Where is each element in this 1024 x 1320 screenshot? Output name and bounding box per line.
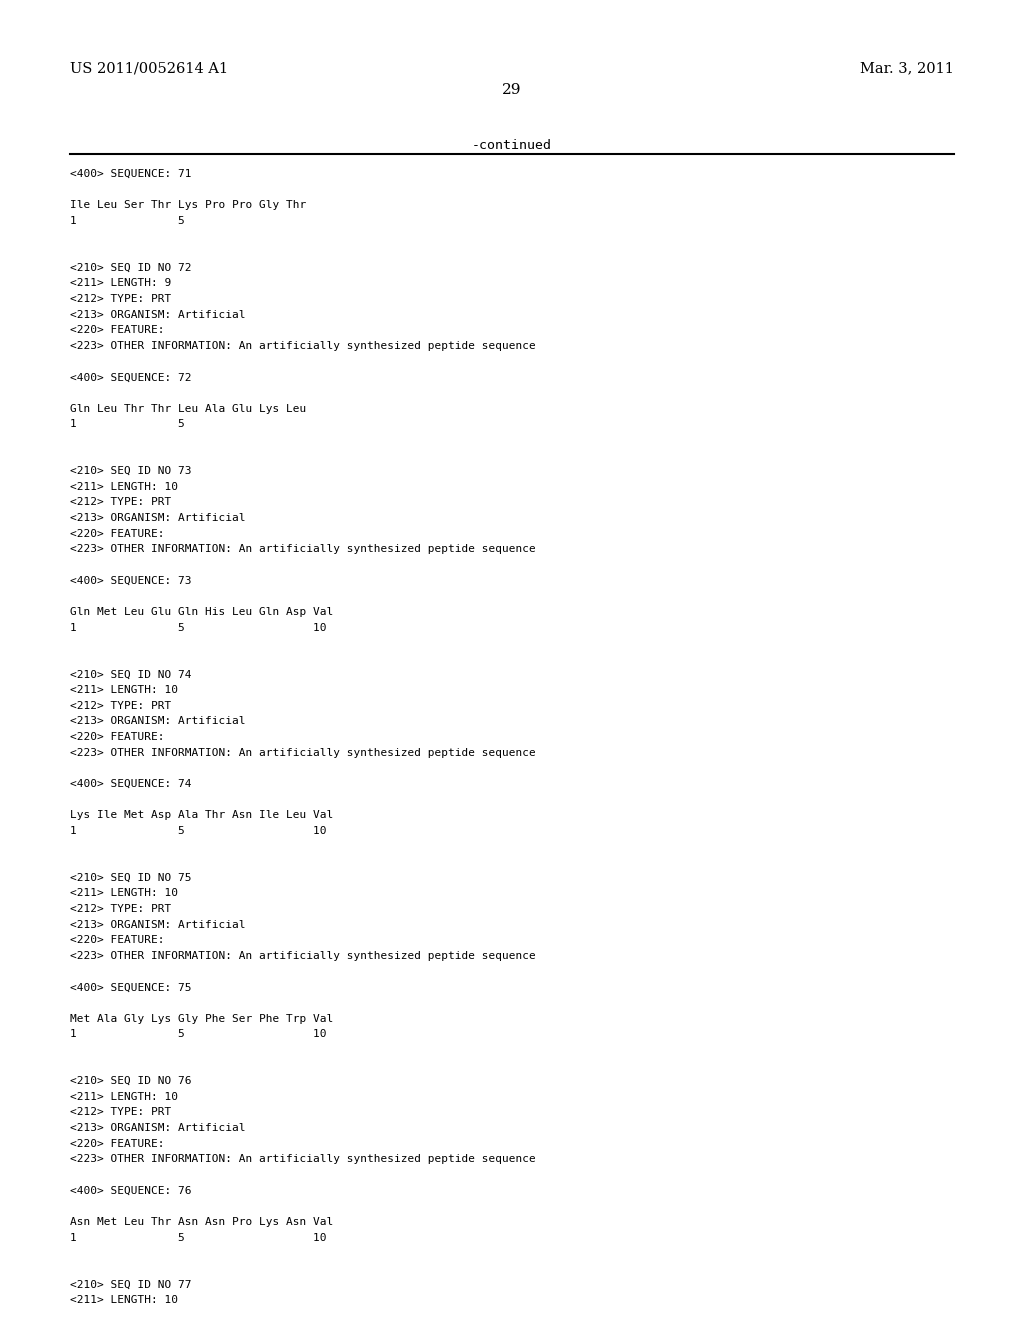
Text: <210> SEQ ID NO 73: <210> SEQ ID NO 73 (70, 466, 191, 477)
Text: <223> OTHER INFORMATION: An artificially synthesized peptide sequence: <223> OTHER INFORMATION: An artificially… (70, 1155, 536, 1164)
Text: <211> LENGTH: 10: <211> LENGTH: 10 (70, 888, 177, 899)
Text: <213> ORGANISM: Artificial: <213> ORGANISM: Artificial (70, 717, 245, 726)
Text: 1               5                   10: 1 5 10 (70, 826, 326, 836)
Text: <211> LENGTH: 10: <211> LENGTH: 10 (70, 482, 177, 492)
Text: <210> SEQ ID NO 76: <210> SEQ ID NO 76 (70, 1076, 191, 1086)
Text: Ile Leu Ser Thr Lys Pro Pro Gly Thr: Ile Leu Ser Thr Lys Pro Pro Gly Thr (70, 201, 306, 210)
Text: <400> SEQUENCE: 72: <400> SEQUENCE: 72 (70, 372, 191, 383)
Text: 29: 29 (502, 82, 522, 96)
Text: <220> FEATURE:: <220> FEATURE: (70, 936, 164, 945)
Text: <223> OTHER INFORMATION: An artificially synthesized peptide sequence: <223> OTHER INFORMATION: An artificially… (70, 747, 536, 758)
Text: <211> LENGTH: 10: <211> LENGTH: 10 (70, 1295, 177, 1305)
Text: <220> FEATURE:: <220> FEATURE: (70, 529, 164, 539)
Text: 1               5                   10: 1 5 10 (70, 623, 326, 632)
Text: <211> LENGTH: 9: <211> LENGTH: 9 (70, 279, 171, 289)
Text: 1               5: 1 5 (70, 216, 184, 226)
Text: -continued: -continued (472, 140, 552, 152)
Text: <212> TYPE: PRT: <212> TYPE: PRT (70, 294, 171, 304)
Text: <223> OTHER INFORMATION: An artificially synthesized peptide sequence: <223> OTHER INFORMATION: An artificially… (70, 950, 536, 961)
Text: <210> SEQ ID NO 75: <210> SEQ ID NO 75 (70, 873, 191, 883)
Text: Asn Met Leu Thr Asn Asn Pro Lys Asn Val: Asn Met Leu Thr Asn Asn Pro Lys Asn Val (70, 1217, 333, 1228)
Text: <210> SEQ ID NO 77: <210> SEQ ID NO 77 (70, 1279, 191, 1290)
Text: <220> FEATURE:: <220> FEATURE: (70, 1139, 164, 1148)
Text: <220> FEATURE:: <220> FEATURE: (70, 733, 164, 742)
Text: <400> SEQUENCE: 73: <400> SEQUENCE: 73 (70, 576, 191, 586)
Text: <212> TYPE: PRT: <212> TYPE: PRT (70, 904, 171, 915)
Text: US 2011/0052614 A1: US 2011/0052614 A1 (70, 61, 227, 75)
Text: Lys Ile Met Asp Ala Thr Asn Ile Leu Val: Lys Ile Met Asp Ala Thr Asn Ile Leu Val (70, 810, 333, 820)
Text: <223> OTHER INFORMATION: An artificially synthesized peptide sequence: <223> OTHER INFORMATION: An artificially… (70, 341, 536, 351)
Text: <211> LENGTH: 10: <211> LENGTH: 10 (70, 685, 177, 696)
Text: <212> TYPE: PRT: <212> TYPE: PRT (70, 1107, 171, 1118)
Text: Gln Met Leu Glu Gln His Leu Gln Asp Val: Gln Met Leu Glu Gln His Leu Gln Asp Val (70, 607, 333, 616)
Text: 1               5: 1 5 (70, 420, 184, 429)
Text: <213> ORGANISM: Artificial: <213> ORGANISM: Artificial (70, 1123, 245, 1133)
Text: <223> OTHER INFORMATION: An artificially synthesized peptide sequence: <223> OTHER INFORMATION: An artificially… (70, 544, 536, 554)
Text: 1               5                   10: 1 5 10 (70, 1233, 326, 1242)
Text: Mar. 3, 2011: Mar. 3, 2011 (860, 61, 954, 75)
Text: <212> TYPE: PRT: <212> TYPE: PRT (70, 701, 171, 710)
Text: Gln Leu Thr Thr Leu Ala Glu Lys Leu: Gln Leu Thr Thr Leu Ala Glu Lys Leu (70, 404, 306, 413)
Text: <212> TYPE: PRT: <212> TYPE: PRT (70, 498, 171, 507)
Text: <213> ORGANISM: Artificial: <213> ORGANISM: Artificial (70, 513, 245, 523)
Text: <213> ORGANISM: Artificial: <213> ORGANISM: Artificial (70, 920, 245, 929)
Text: <211> LENGTH: 10: <211> LENGTH: 10 (70, 1092, 177, 1102)
Text: Met Ala Gly Lys Gly Phe Ser Phe Trp Val: Met Ala Gly Lys Gly Phe Ser Phe Trp Val (70, 1014, 333, 1023)
Text: <400> SEQUENCE: 75: <400> SEQUENCE: 75 (70, 982, 191, 993)
Text: 1               5                   10: 1 5 10 (70, 1030, 326, 1039)
Text: <210> SEQ ID NO 72: <210> SEQ ID NO 72 (70, 263, 191, 273)
Text: <210> SEQ ID NO 74: <210> SEQ ID NO 74 (70, 669, 191, 680)
Text: <400> SEQUENCE: 74: <400> SEQUENCE: 74 (70, 779, 191, 789)
Text: <400> SEQUENCE: 76: <400> SEQUENCE: 76 (70, 1185, 191, 1196)
Text: <220> FEATURE:: <220> FEATURE: (70, 325, 164, 335)
Text: <400> SEQUENCE: 71: <400> SEQUENCE: 71 (70, 169, 191, 180)
Text: <213> ORGANISM: Artificial: <213> ORGANISM: Artificial (70, 310, 245, 319)
